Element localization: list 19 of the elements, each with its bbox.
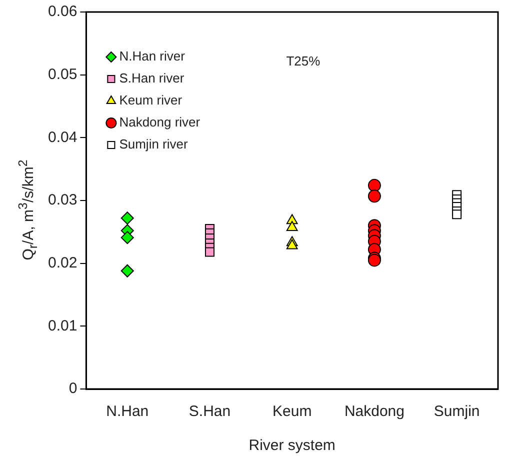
- x-tick-label: Sumjin: [434, 403, 480, 420]
- y-tick-label: 0.02: [48, 254, 78, 272]
- legend-label: N.Han river: [119, 48, 186, 64]
- y-tick-label: 0.01: [48, 317, 78, 334]
- y-tick-label: 0.03: [48, 192, 78, 209]
- legend-label: Keum river: [119, 92, 183, 108]
- y-tick-label: 0: [68, 380, 78, 398]
- y-tick-label: 0.06: [48, 3, 78, 20]
- x-tick-label: N.Han: [106, 403, 149, 420]
- y-tick-label: 0.04: [48, 128, 78, 146]
- legend-label: Nakdong river: [119, 114, 201, 130]
- x-axis-title: River system: [248, 437, 336, 454]
- legend-label: S.Han river: [119, 70, 185, 86]
- x-tick-label: S.Han: [188, 403, 231, 420]
- annotation: T25%: [286, 54, 321, 69]
- x-tick-label: Keum: [272, 403, 312, 420]
- y-tick-label: 0.05: [48, 66, 78, 83]
- legend-label: Sumjin river: [119, 136, 188, 152]
- x-tick-label: Nakdong: [344, 403, 404, 420]
